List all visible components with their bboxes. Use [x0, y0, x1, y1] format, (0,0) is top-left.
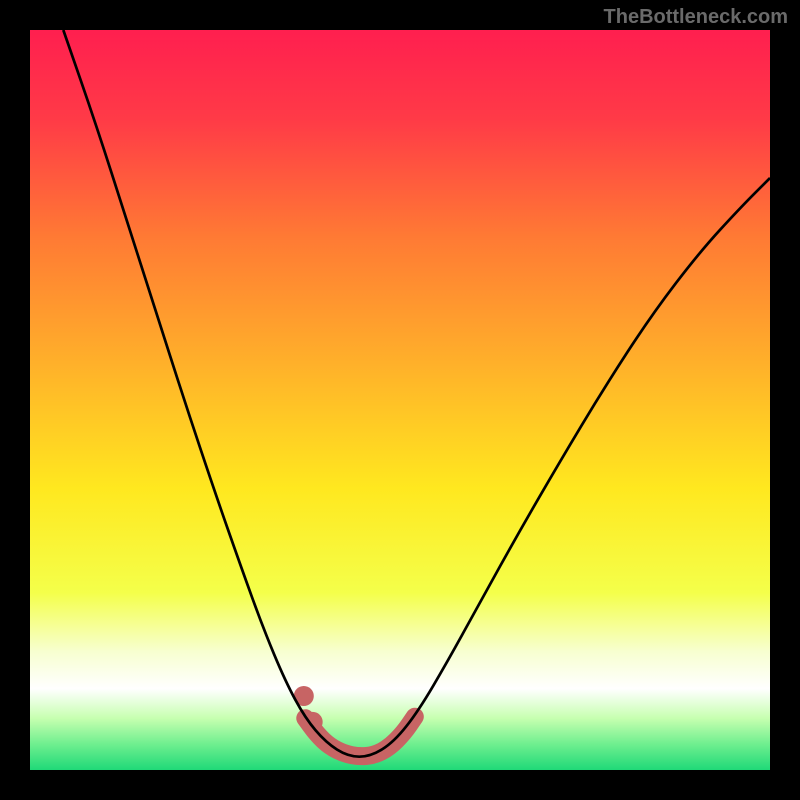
gradient-background — [30, 30, 770, 770]
bottleneck-chart — [0, 0, 800, 800]
watermark-text: TheBottleneck.com — [604, 6, 788, 29]
chart-frame: TheBottleneck.com — [0, 0, 800, 800]
